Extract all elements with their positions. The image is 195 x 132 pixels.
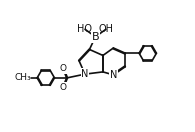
Text: CH₃: CH₃ bbox=[15, 73, 31, 82]
Text: N: N bbox=[110, 70, 117, 80]
Text: OH: OH bbox=[98, 24, 113, 34]
Text: O: O bbox=[60, 83, 67, 92]
Text: O: O bbox=[60, 64, 67, 73]
Text: HO: HO bbox=[77, 24, 92, 34]
Text: N: N bbox=[81, 69, 89, 79]
Text: B: B bbox=[92, 32, 99, 42]
